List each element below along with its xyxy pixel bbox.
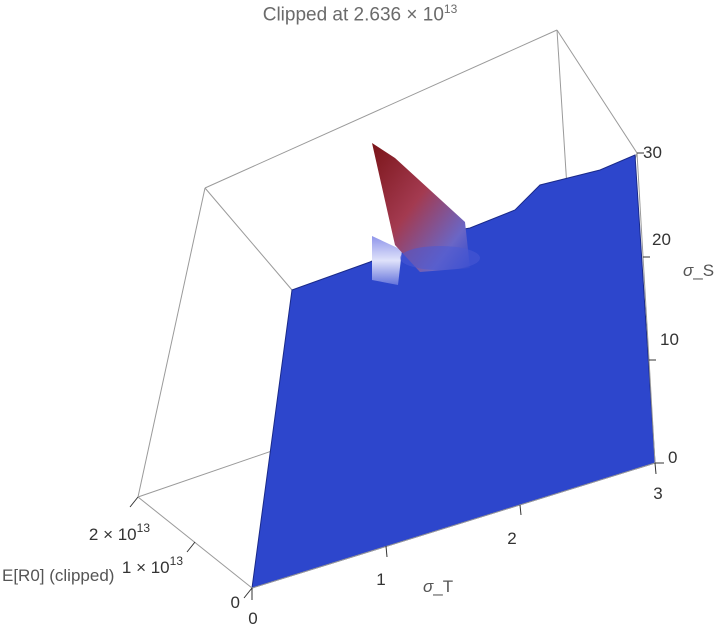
tick-marks	[129, 152, 664, 600]
z-axis-label: E[R0] (clipped)	[2, 566, 114, 585]
x-tick-2: 2	[507, 529, 516, 548]
peak-base-shade	[400, 246, 480, 270]
peak-spike	[372, 143, 470, 272]
y-tick-0: 0	[668, 448, 677, 467]
z-tick-0: 0	[231, 593, 240, 612]
y-axis-label: σ_S	[683, 261, 714, 280]
x-axis-label: σ_T	[423, 577, 453, 596]
chart-title: Clipped at 2.636 × 1013	[262, 2, 458, 26]
x-tick-3: 3	[653, 484, 662, 503]
x-tick-1: 1	[376, 570, 385, 589]
y-tick-30: 30	[643, 143, 662, 162]
y-tick-10: 10	[660, 330, 679, 349]
x-tick-0: 0	[248, 609, 257, 628]
y-tick-20: 20	[652, 230, 671, 249]
z-tick-2e13: 2 × 1013	[89, 521, 150, 544]
z-tick-1e13: 1 × 1013	[122, 554, 183, 577]
secondary-bump	[372, 236, 402, 285]
